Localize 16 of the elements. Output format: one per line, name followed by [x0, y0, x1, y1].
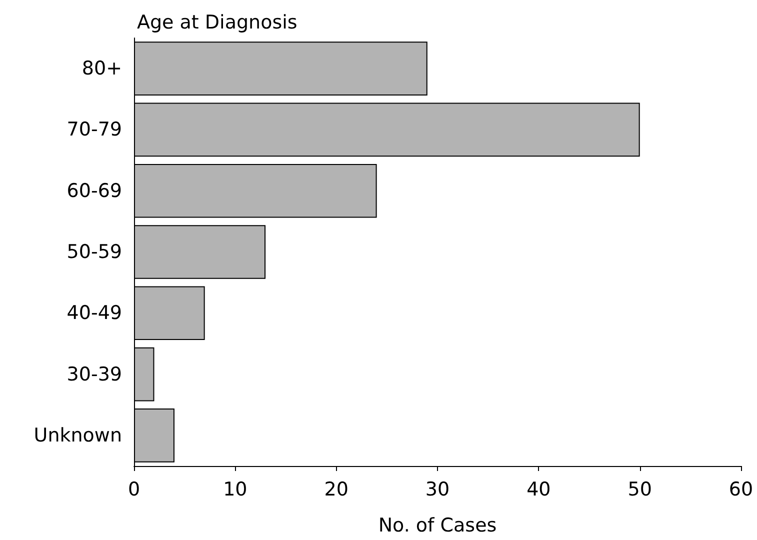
x-tick-label: 0 — [128, 478, 140, 500]
y-tick-label: 60-69 — [66, 180, 122, 202]
x-tick-label: 40 — [526, 478, 551, 500]
x-axis-title: No. of Cases — [378, 514, 497, 536]
x-tick-label: 10 — [223, 478, 248, 500]
y-tick-label: 50-59 — [66, 241, 122, 263]
y-tick-label: 40-49 — [66, 302, 122, 324]
x-tick-label: 20 — [324, 478, 348, 500]
y-tick-label: 80+ — [82, 58, 122, 80]
y-tick-label: Unknown — [34, 424, 122, 446]
y-tick-label: 70-79 — [66, 118, 122, 141]
x-tick-label: 60 — [728, 478, 754, 500]
x-tick-label: 50 — [628, 478, 652, 500]
y-axis-title: Age at Diagnosis — [137, 12, 298, 34]
x-tick-label: 30 — [425, 478, 450, 500]
y-tick-label: 30-39 — [66, 363, 122, 386]
